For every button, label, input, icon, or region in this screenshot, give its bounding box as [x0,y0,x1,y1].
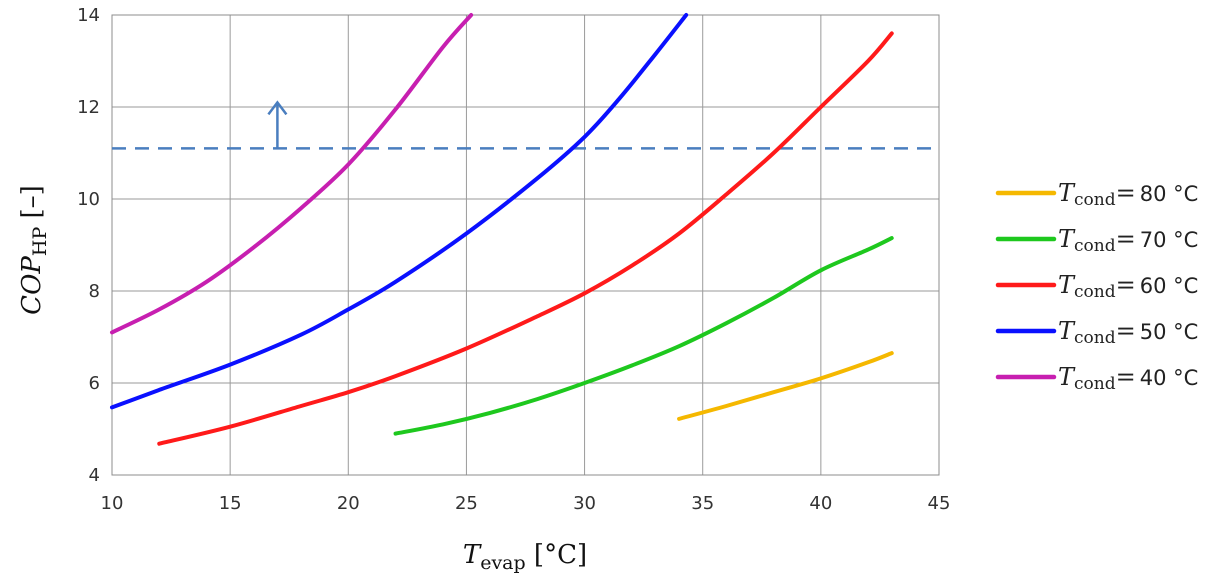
y-tick-label: 6 [89,373,100,394]
legend-label: Tcond= 80 °C [1058,179,1198,210]
legend-value: 60 °C [1140,274,1199,298]
legend-symbol: T [1058,225,1076,253]
y-axis-title-unit: [–] [17,185,47,227]
legend-value: 40 °C [1140,366,1199,390]
legend-value: 80 °C [1140,182,1199,206]
x-tick-label: 15 [219,493,242,514]
y-axis-title: COPHP [–] [17,185,51,315]
y-tick-label: 12 [77,97,100,118]
legend-item: Tcond= 40 °C [995,363,1198,394]
legend-symbol: T [1058,317,1076,345]
legend-symbol: T [1058,179,1076,207]
legend-equals: = [1116,363,1136,391]
grid [111,14,940,476]
x-tick-label: 45 [928,493,951,514]
legend-subscript: cond [1074,190,1116,210]
x-axis-title-main: T [463,540,482,570]
legend-equals: = [1116,271,1136,299]
legend-subscript: cond [1074,374,1116,394]
legend-value: 50 °C [1140,320,1199,344]
x-axis-title-sub: evap [480,552,525,574]
x-axis-title-unit: [°C] [526,540,587,570]
legend-label: Tcond= 40 °C [1058,363,1198,394]
legend-label: Tcond= 70 °C [1058,225,1198,256]
x-tick-label: 30 [573,493,596,514]
legend-symbol: T [1058,363,1076,391]
plot-frame [111,14,940,476]
legend-label: Tcond= 60 °C [1058,271,1198,302]
x-axis-title: Tevap [°C] [463,540,587,574]
legend-item: Tcond= 60 °C [995,271,1198,302]
legend-item: Tcond= 70 °C [995,225,1198,256]
x-tick-label: 40 [809,493,832,514]
y-tick-label: 8 [89,281,100,302]
legend-symbol: T [1058,271,1076,299]
legend-label: Tcond= 50 °C [1058,317,1198,348]
y-tick-label: 10 [77,189,100,210]
series-line-80c [677,351,894,421]
series-line-70c [393,236,894,436]
series-line-50c [110,13,689,410]
x-tick-label: 25 [455,493,478,514]
legend-subscript: cond [1074,328,1116,348]
legend-value: 70 °C [1140,228,1199,252]
series-line-60c [157,31,894,446]
x-tick-labels: 10 15 20 25 30 35 40 45 [101,493,951,514]
series-line-40c [110,13,474,335]
legend-equals: = [1116,225,1136,253]
series-group [110,13,894,446]
y-tick-labels: 4 6 8 10 12 14 [77,5,100,486]
x-tick-label: 35 [691,493,714,514]
legend-item: Tcond= 50 °C [995,317,1198,348]
x-tick-label: 10 [101,493,124,514]
threshold-group [112,100,939,150]
legend-subscript: cond [1074,236,1116,256]
legend-equals: = [1116,317,1136,345]
y-tick-label: 4 [89,465,100,486]
y-axis-title-sub: HP [29,227,51,257]
legend-equals: = [1116,179,1136,207]
up-arrow-head [267,100,288,116]
x-tick-label: 20 [337,493,360,514]
y-tick-label: 14 [77,5,100,26]
legend-item: Tcond= 80 °C [995,179,1198,210]
legend-subscript: cond [1074,282,1116,302]
y-axis-title-main: COP [17,256,47,315]
